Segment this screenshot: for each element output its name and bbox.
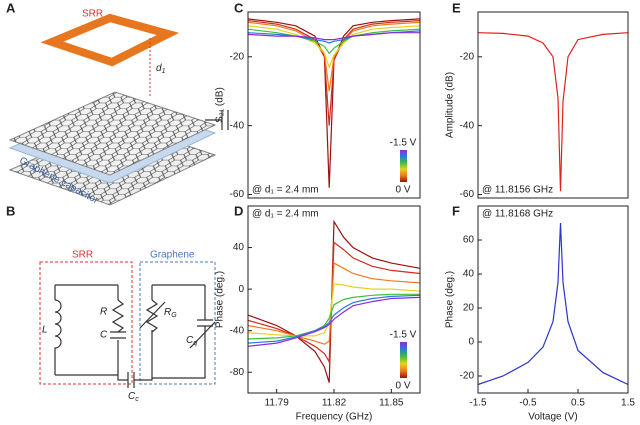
graphene-box [139, 261, 216, 385]
srr-box [39, 261, 133, 385]
data-line [247, 294, 421, 344]
component-label: C [100, 330, 108, 341]
annotation: @ 11.8168 GHz [482, 209, 553, 220]
panel-label: A [6, 0, 16, 15]
distance-main: d [156, 63, 162, 74]
component-main: R [164, 307, 171, 318]
circuit-wire [54, 284, 206, 381]
x-tick-label: 0.5 [571, 398, 585, 409]
graphene-circuit-label: Graphene [150, 250, 195, 261]
hex-lattice [10, 92, 215, 175]
coupling-capacitor [127, 372, 140, 388]
y-axis-label: Phase (deg.) [215, 271, 226, 328]
component-label: R [100, 307, 107, 318]
y-tick-label: -40 [230, 325, 245, 336]
plot-frame [477, 11, 629, 199]
distance-sub: 1 [162, 68, 166, 75]
y-axis-label: S₂₁ (dB) [215, 87, 226, 123]
y-tick-label: 20 [463, 303, 475, 314]
x-axis-label: Voltage (V) [528, 412, 577, 423]
component-sub: c [135, 396, 139, 403]
data-line [247, 32, 420, 41]
component-main: C [128, 391, 136, 402]
data-line [247, 25, 421, 69]
y-tick-label: 0 [238, 284, 244, 295]
annotation: @ d₁ = 2.4 mm [252, 185, 319, 196]
y-tick-label: -60 [460, 189, 475, 200]
component-label: RG [164, 307, 177, 319]
y-tick-label: -20 [460, 371, 475, 382]
component-label: Cq [186, 335, 197, 347]
colorbar-label: -1.5 V [390, 330, 417, 341]
y-tick-label: -40 [230, 120, 245, 131]
colorbar-label: 0 V [395, 381, 410, 392]
colorbar [400, 342, 407, 378]
component-main: C [186, 335, 194, 346]
data-line [247, 296, 421, 347]
data-line [477, 32, 629, 192]
x-tick-label: 11.85 [379, 398, 404, 409]
circuit-diagram: SRR Graphene L R C RG Cq Cc [39, 250, 216, 403]
annotation: @ d₁ = 2.4 mm [252, 209, 319, 220]
y-tick-label: 0 [468, 337, 474, 348]
panel-label: D [234, 203, 243, 218]
srr-label: SRR [82, 9, 103, 20]
y-tick-label: 40 [463, 269, 475, 280]
x-tick-label: -1.5 [469, 398, 487, 409]
panel-label: E [452, 0, 461, 15]
colorbar-label: -1.5 V [390, 138, 417, 149]
colorbar [400, 150, 407, 182]
x-axis-label: Frequency (GHz) [296, 412, 373, 423]
x-tick-label: 11.82 [322, 398, 347, 409]
x-tick-label: -0.5 [519, 398, 537, 409]
distance-label: d1 [156, 63, 166, 75]
srr-ring [40, 13, 180, 67]
component-sub: G [171, 312, 177, 319]
panel-label: C [234, 0, 244, 15]
panel-label: F [452, 203, 460, 218]
plot-frame [247, 205, 421, 394]
panel-label: B [6, 203, 15, 218]
x-tick-label: 1.5 [621, 398, 635, 409]
plot-frame [477, 205, 629, 394]
data-line [247, 293, 420, 340]
data-line [477, 222, 629, 386]
y-tick-label: -20 [230, 51, 245, 62]
x-tick-label: 11.79 [265, 398, 290, 409]
colorbar-label: 0 V [395, 185, 410, 196]
tunable-arrow [139, 301, 216, 349]
graphene-elements [145, 299, 213, 355]
y-tick-label: -20 [460, 51, 475, 62]
annotation: @ 11.8156 GHz [482, 185, 553, 196]
data-line [247, 18, 421, 188]
data-line [247, 21, 421, 92]
y-axis-label: Amplitude (dB) [445, 72, 456, 138]
y-tick-label: -60 [230, 189, 245, 200]
resistor-capacitor [110, 299, 126, 339]
inductor [54, 299, 62, 360]
data-line [247, 20, 421, 126]
plot-frame [247, 11, 421, 199]
y-tick-label: 40 [233, 242, 245, 253]
y-tick-label: -80 [230, 367, 245, 378]
component-label: Cc [128, 391, 139, 403]
component-sub: q [193, 340, 197, 347]
srr-circuit-label: SRR [72, 250, 93, 261]
y-axis-label: Phase (deg.) [445, 271, 456, 328]
y-tick-label: 60 [463, 235, 475, 246]
y-tick-label: -40 [460, 120, 475, 131]
device-diagram: SRR d1 Graphene capacitor [8, 9, 229, 207]
component-label: L [42, 325, 48, 336]
